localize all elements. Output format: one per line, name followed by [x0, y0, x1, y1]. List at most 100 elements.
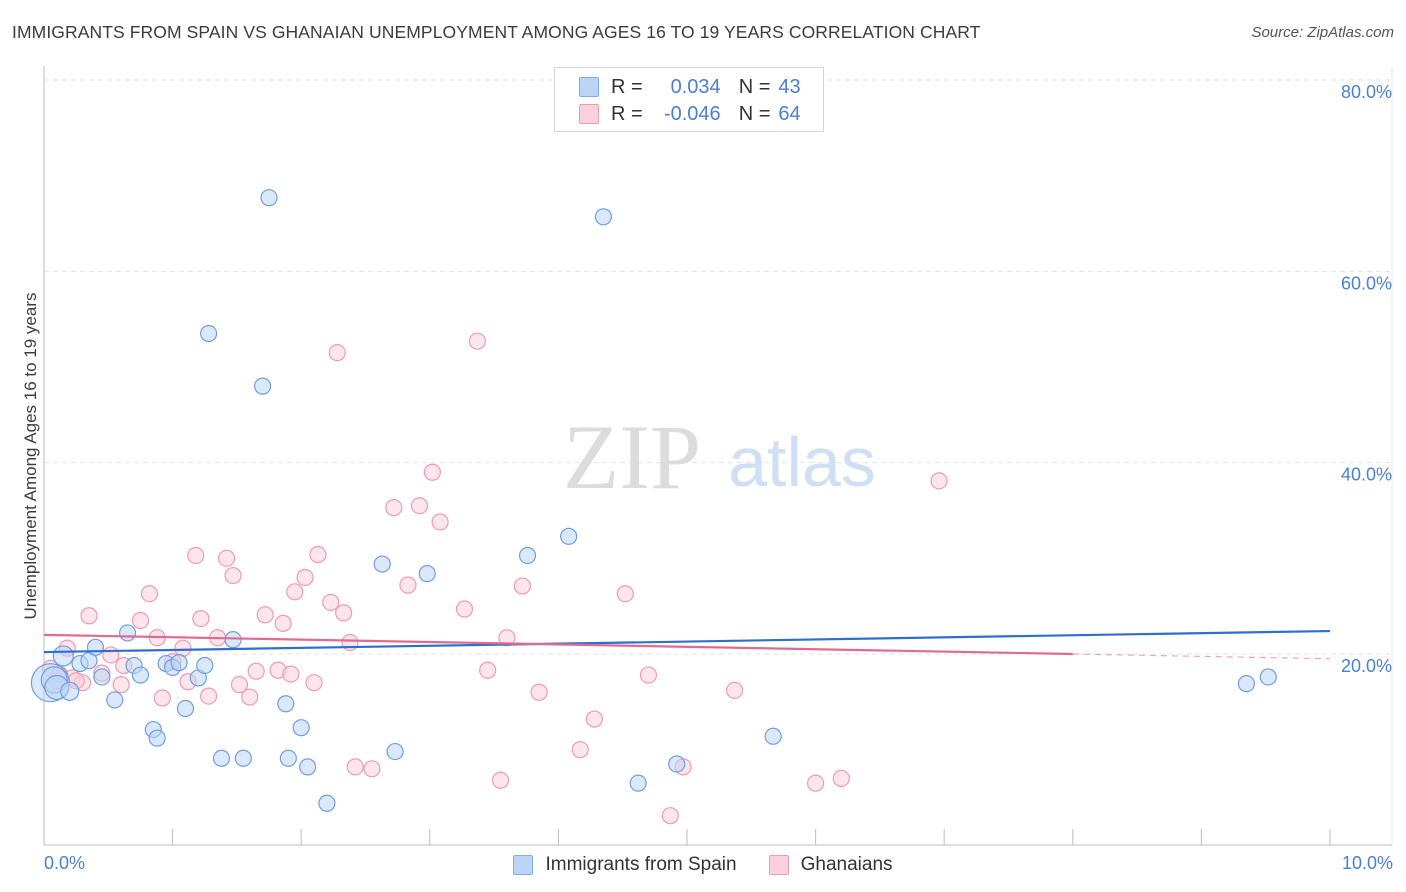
ghanaians-point	[479, 661, 497, 679]
ghanaians-point	[102, 646, 120, 664]
spain-point	[131, 666, 150, 684]
spain-point	[277, 695, 295, 713]
series-label-spain: Immigrants from Spain	[545, 854, 737, 875]
spain-point	[170, 654, 188, 672]
ghanaians-point	[218, 549, 236, 567]
ghanaians-point	[80, 607, 98, 625]
ghanaians-point	[491, 771, 510, 789]
watermark-atlas: atlas	[728, 423, 876, 501]
spain-point	[1237, 675, 1256, 693]
ghanaians-point	[423, 463, 441, 481]
spain-point	[234, 749, 252, 767]
spain-point	[594, 208, 613, 226]
x-tick-label: 10.0%	[1342, 853, 1393, 873]
y-tick-label: 20.0%	[1341, 656, 1392, 676]
watermark: ZIP atlas	[563, 406, 876, 508]
ghanaians-point	[455, 600, 474, 618]
ghanaians-point	[174, 639, 192, 657]
y-tick-label: 60.0%	[1341, 273, 1392, 293]
ghanaians-point	[224, 566, 242, 585]
spain-point	[418, 565, 436, 583]
spain-point	[518, 546, 537, 565]
spain-point	[1259, 668, 1277, 686]
ghanaians-point	[305, 674, 323, 692]
ghanaians-point	[309, 545, 327, 564]
spain-trend-line	[43, 629, 1331, 654]
spain-point	[60, 681, 80, 701]
spain-point	[299, 758, 317, 776]
ghanaians-point	[571, 741, 589, 759]
ghanaians-point	[363, 760, 381, 778]
spain-point	[292, 719, 310, 737]
spain-point	[260, 189, 278, 207]
legend-r-value: -0.046	[663, 102, 721, 125]
spain-point	[764, 727, 782, 745]
spain-points	[30, 189, 1277, 812]
legend-n-label: N =	[738, 102, 771, 125]
series-legend-spain[interactable]: Immigrants from Spain	[513, 854, 737, 876]
ghanaians-point	[153, 689, 171, 707]
spain-point	[629, 774, 647, 792]
spain-point	[196, 656, 214, 675]
ghanaians-point	[410, 497, 429, 515]
spain-point	[176, 699, 195, 718]
legend-row-ghanaians: R = -0.046 N = 64	[579, 101, 801, 127]
ghanaians-point	[328, 344, 346, 362]
trend-lines	[43, 629, 1331, 660]
ghanaians-trend-line	[43, 633, 1073, 656]
source-label: Source: ZipAtlas.com	[1251, 24, 1394, 41]
ghanaians-point	[282, 665, 300, 683]
tick-labels: 20.0% 40.0% 60.0% 80.0% 0.0% 10.0%	[44, 82, 1393, 873]
series-swatch-spain	[513, 855, 534, 875]
stats-legend: R = 0.034 N = 43 R = -0.046 N = 64	[554, 67, 824, 132]
ghanaians-point	[241, 688, 259, 706]
spain-point	[118, 624, 137, 642]
series-label-ghanaians: Ghanaians	[800, 854, 893, 875]
spain-point	[668, 755, 686, 773]
spain-point	[52, 645, 74, 667]
ghanaians-trend-extension	[1072, 653, 1331, 660]
ghanaians-point	[832, 769, 850, 787]
legend-swatch-ghanaians	[579, 104, 599, 124]
legend-swatch-spain	[579, 77, 599, 97]
ghanaians-point	[431, 513, 449, 531]
ghanaians-point	[230, 676, 249, 694]
ghanaians-point	[725, 681, 744, 699]
ghanaians-point	[639, 666, 658, 684]
ghanaians-point	[399, 576, 417, 594]
ghanaians-point	[530, 683, 548, 701]
ghanaians-point	[385, 499, 403, 517]
legend-r-label: R =	[611, 75, 643, 98]
ghanaians-point	[296, 568, 314, 587]
legend-n-label: N =	[738, 75, 771, 98]
series-swatch-ghanaians	[768, 855, 789, 875]
spain-point	[86, 638, 105, 656]
spain-point	[560, 527, 578, 545]
legend-r-label: R =	[611, 102, 643, 125]
ghanaians-point	[322, 593, 340, 611]
ghanaians-point	[247, 662, 265, 680]
series-legend: Immigrants from Spain Ghanaians	[0, 850, 1406, 880]
ghanaians-point	[468, 332, 486, 350]
legend-row-spain: R = 0.034 N = 43	[579, 74, 801, 100]
ghanaians-point	[513, 577, 531, 595]
series-legend-ghanaians[interactable]: Ghanaians	[768, 854, 893, 876]
legend-n-value: 43	[778, 75, 801, 98]
ghanaians-point	[585, 710, 604, 728]
spain-point	[106, 691, 124, 709]
ghanaians-point	[131, 611, 150, 630]
ghanaians-point	[256, 606, 274, 624]
ghanaians-point	[192, 610, 210, 628]
ghanaians-point	[806, 774, 825, 792]
ghanaians-point	[346, 758, 364, 776]
spain-point	[93, 668, 111, 686]
legend-r-value: 0.034	[670, 75, 721, 98]
x-tick-label: 0.0%	[44, 853, 85, 873]
ghanaians-point	[187, 546, 205, 565]
spain-point	[386, 742, 404, 761]
ghanaians-point	[274, 614, 292, 632]
chart-title: IMMIGRANTS FROM SPAIN VS GHANAIAN UNEMPL…	[12, 22, 981, 42]
ghanaians-point	[200, 687, 218, 705]
ghanaians-point	[335, 604, 353, 622]
